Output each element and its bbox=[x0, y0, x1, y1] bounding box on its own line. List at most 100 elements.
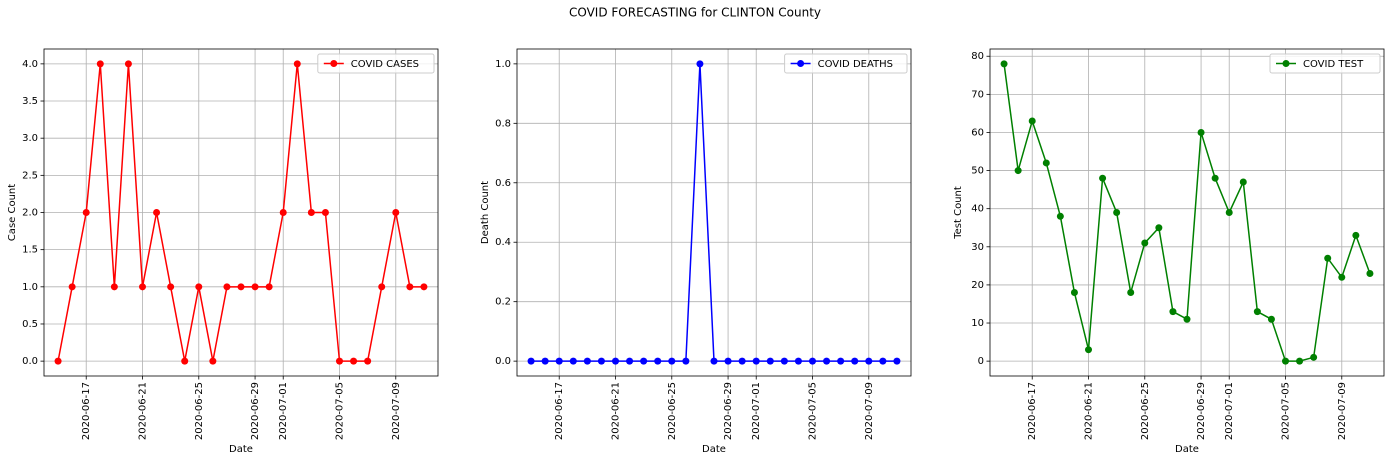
y-axis-label: Death Count bbox=[480, 181, 491, 244]
data-point bbox=[54, 357, 62, 365]
x-tick-label: 2020-06-25 bbox=[667, 382, 678, 440]
x-tick-label: 2020-06-29 bbox=[723, 382, 734, 440]
y-tick-label: 0.8 bbox=[495, 118, 511, 129]
data-point bbox=[153, 209, 161, 216]
data-point bbox=[583, 357, 591, 365]
data-point bbox=[1169, 308, 1177, 316]
data-point bbox=[82, 209, 90, 216]
data-point bbox=[1183, 315, 1191, 323]
data-point bbox=[1338, 273, 1346, 281]
y-tick-label: 0.4 bbox=[495, 237, 511, 248]
data-point bbox=[527, 357, 535, 365]
data-point bbox=[364, 357, 372, 365]
y-tick-label: 10 bbox=[971, 318, 984, 329]
data-point bbox=[682, 357, 690, 365]
data-point bbox=[209, 357, 217, 365]
y-axis-label: Test Count bbox=[953, 186, 964, 240]
data-point bbox=[392, 209, 400, 216]
data-point bbox=[1028, 117, 1036, 125]
data-point bbox=[1127, 289, 1135, 297]
data-point bbox=[794, 357, 802, 365]
x-tick-label: 2020-07-05 bbox=[1281, 382, 1292, 440]
data-point bbox=[68, 283, 76, 291]
legend-swatch-marker bbox=[330, 60, 338, 67]
data-point bbox=[626, 357, 634, 365]
data-point bbox=[1296, 357, 1304, 365]
data-point bbox=[1239, 178, 1247, 186]
data-point bbox=[265, 283, 273, 291]
legend-swatch-marker bbox=[1282, 60, 1290, 67]
data-point bbox=[555, 357, 563, 365]
y-tick-label: 40 bbox=[971, 204, 984, 215]
data-point bbox=[181, 357, 189, 365]
data-point bbox=[597, 357, 605, 365]
y-tick-label: 1.5 bbox=[22, 245, 38, 256]
data-point bbox=[640, 357, 648, 365]
y-tick-label: 60 bbox=[971, 127, 984, 138]
x-tick-label: 2020-06-25 bbox=[1140, 382, 1151, 440]
data-point bbox=[321, 209, 329, 216]
data-point bbox=[541, 357, 549, 365]
data-point bbox=[724, 357, 732, 365]
x-tick-label: 2020-07-01 bbox=[278, 382, 289, 440]
y-tick-label: 30 bbox=[971, 242, 984, 253]
x-axis-label: Date bbox=[1175, 444, 1199, 455]
y-tick-label: 0.5 bbox=[22, 319, 38, 330]
y-tick-label: 50 bbox=[971, 166, 984, 177]
plot-frame bbox=[989, 48, 1385, 377]
y-tick-label: 20 bbox=[971, 280, 984, 291]
x-tick-label: 2020-06-17 bbox=[81, 382, 92, 440]
data-point bbox=[780, 357, 788, 365]
data-point bbox=[293, 60, 301, 68]
data-point bbox=[1282, 357, 1289, 365]
data-point bbox=[251, 283, 259, 291]
x-tick-label: 2020-07-05 bbox=[808, 382, 819, 440]
x-tick-label: 2020-07-01 bbox=[1224, 382, 1235, 440]
data-point bbox=[420, 283, 428, 291]
legend-swatch-marker bbox=[797, 60, 805, 67]
data-point bbox=[1352, 231, 1360, 239]
data-point bbox=[1324, 254, 1332, 262]
data-point bbox=[110, 283, 118, 291]
data-point bbox=[865, 357, 873, 365]
data-point bbox=[96, 60, 104, 68]
data-point bbox=[668, 357, 676, 365]
data-point bbox=[837, 357, 845, 365]
data-point bbox=[612, 357, 619, 365]
data-point bbox=[809, 357, 816, 365]
legend-label: COVID CASES bbox=[351, 59, 419, 70]
x-tick-label: 2020-07-09 bbox=[864, 382, 875, 440]
data-point bbox=[823, 357, 831, 365]
y-tick-label: 4.0 bbox=[22, 59, 38, 70]
legend-box bbox=[1269, 53, 1381, 74]
data-point bbox=[1310, 353, 1318, 361]
data-point bbox=[1085, 346, 1092, 354]
y-tick-label: 0.0 bbox=[495, 356, 511, 367]
data-point bbox=[1155, 224, 1163, 232]
legend-box bbox=[784, 53, 908, 74]
data-point bbox=[738, 357, 746, 365]
data-point bbox=[1070, 289, 1078, 297]
y-tick-label: 3.0 bbox=[22, 133, 38, 144]
data-point bbox=[1366, 269, 1374, 277]
x-axis-label: Date bbox=[702, 444, 726, 455]
data-point bbox=[139, 283, 146, 291]
x-tick-label: 2020-06-25 bbox=[194, 382, 205, 440]
data-point bbox=[851, 357, 859, 365]
data-point bbox=[350, 357, 358, 365]
figure-title: COVID FORECASTING for CLINTON County bbox=[569, 6, 821, 20]
data-point bbox=[237, 283, 245, 291]
y-tick-label: 0 bbox=[978, 356, 984, 367]
x-tick-label: 2020-06-29 bbox=[250, 382, 261, 440]
x-tick-label: 2020-07-01 bbox=[751, 382, 762, 440]
data-point bbox=[336, 357, 343, 365]
x-tick-label: 2020-06-17 bbox=[554, 382, 565, 440]
data-point bbox=[893, 357, 901, 365]
data-point bbox=[654, 357, 662, 365]
data-point bbox=[167, 283, 175, 291]
x-tick-label: 2020-06-21 bbox=[611, 382, 622, 440]
y-tick-label: 1.0 bbox=[22, 282, 38, 293]
plot-frame bbox=[43, 48, 439, 377]
y-tick-label: 3.5 bbox=[22, 96, 38, 107]
